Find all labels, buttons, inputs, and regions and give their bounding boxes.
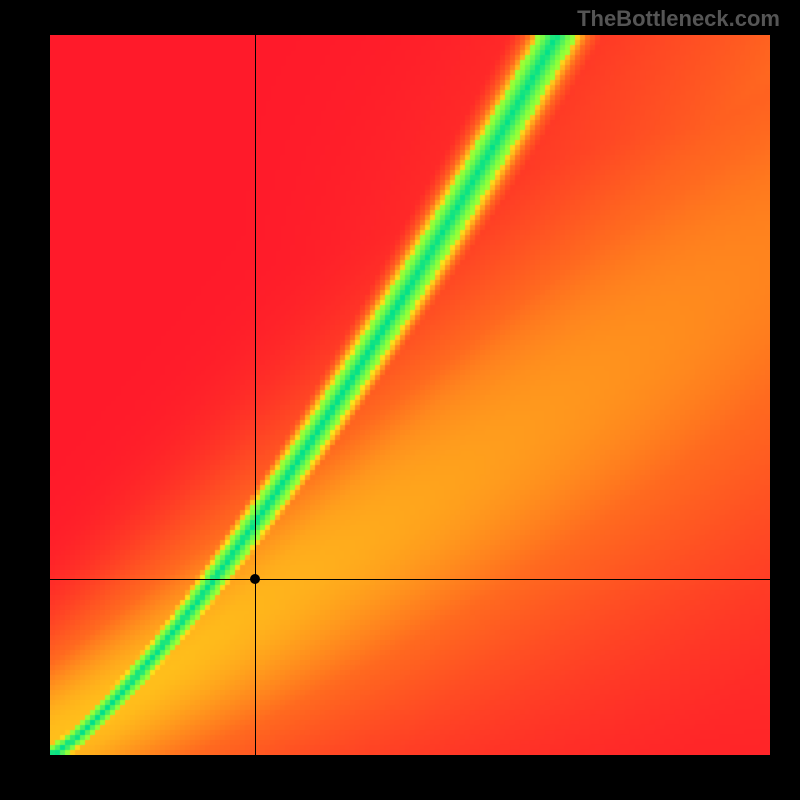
crosshair-vertical: [255, 35, 256, 755]
crosshair-horizontal: [50, 579, 770, 580]
heatmap-canvas: [50, 35, 770, 755]
selection-marker[interactable]: [250, 574, 260, 584]
watermark-text: TheBottleneck.com: [577, 6, 780, 32]
bottleneck-heatmap: [50, 35, 770, 755]
